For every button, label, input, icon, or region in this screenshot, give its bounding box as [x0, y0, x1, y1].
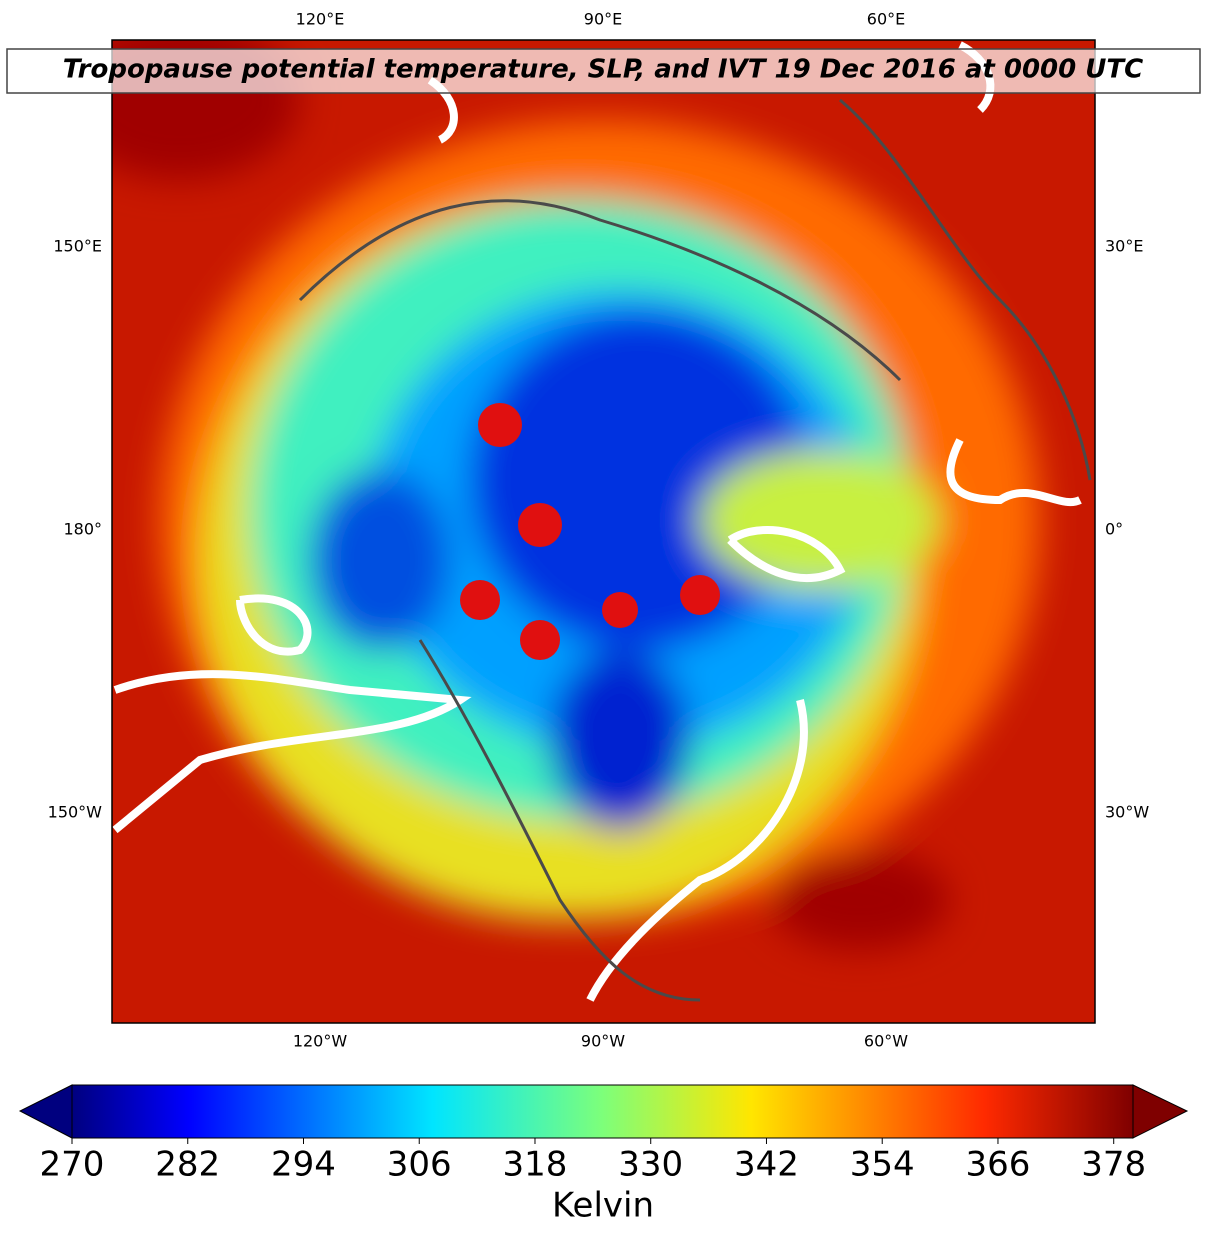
colorbar-extend-low	[18, 1084, 73, 1139]
colorbar-tick-label: 378	[1081, 1145, 1146, 1185]
lon-label: 30°E	[1105, 237, 1143, 256]
lon-label: 90°W	[581, 1032, 625, 1051]
lon-label: 90°E	[584, 10, 622, 29]
map	[112, 40, 1095, 1023]
colorbar-extend-high	[1132, 1084, 1189, 1139]
colorbar-tick-label: 366	[966, 1145, 1031, 1185]
title-box	[6, 48, 1201, 94]
chart-title: Tropopause potential temperature, SLP, a…	[63, 55, 1143, 85]
lon-label: 150°E	[53, 237, 102, 256]
colorbar-label: Kelvin	[552, 1186, 654, 1226]
lon-label: 150°W	[48, 803, 103, 822]
colorbar-tick-label: 318	[503, 1145, 568, 1185]
lon-label: 180°	[63, 520, 102, 539]
colorbar-tick-label: 282	[155, 1145, 220, 1185]
lon-label: 0°	[1105, 520, 1123, 539]
colorbar-tick-label: 306	[387, 1145, 452, 1185]
lon-label: 60°E	[867, 10, 905, 29]
map-frame	[111, 39, 1096, 1024]
lon-label: 30°W	[1105, 803, 1149, 822]
colorbar-tick-label: 342	[734, 1145, 799, 1185]
colorbar-tick-label: 294	[271, 1145, 336, 1185]
colorbar	[71, 1084, 1134, 1139]
lon-label: 120°W	[293, 1032, 348, 1051]
colorbar-tick-label: 330	[618, 1145, 683, 1185]
lon-label: 60°W	[864, 1032, 908, 1051]
lon-label: 120°E	[296, 10, 345, 29]
colorbar-tick-label: 270	[40, 1145, 105, 1185]
colorbar-tick-label: 354	[850, 1145, 915, 1185]
